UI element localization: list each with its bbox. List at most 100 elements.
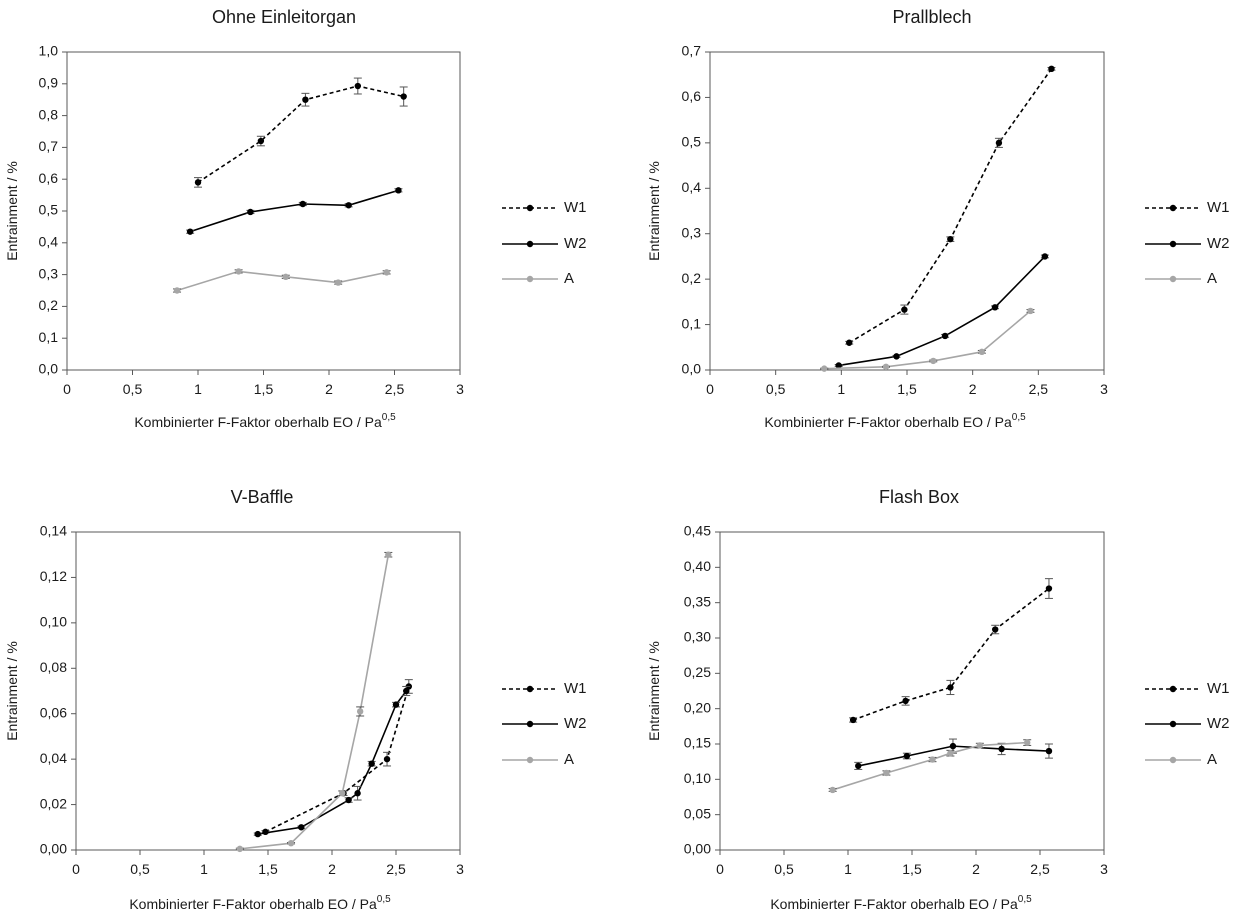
data-point [1045,747,1053,755]
legend-marker [526,204,534,212]
data-point [821,365,828,372]
x-tick-label: 2 [328,861,336,877]
x-tick-label: 3 [1100,381,1108,397]
series-line [848,68,1053,344]
x-axis-label: Kombinierter F-Faktor oberhalb EO / Pa0,… [770,894,1032,912]
y-tick-label: 0,25 [684,664,711,680]
legend-label: W2 [1207,715,1230,732]
data-point [383,269,390,276]
x-tick-label: 1,5 [902,861,922,877]
data-point [893,353,900,360]
y-tick-label: 0,15 [684,735,711,751]
y-tick-label: 0,1 [39,329,59,345]
y-tick-label: 0,0 [682,361,702,377]
data-point [356,708,364,715]
chart-panel-4: Flash Box 0 0,5 1 1,5 2 2,5 3 0,00 0,05 0,10 0,15 0,… [646,487,1230,912]
series-line [189,189,399,233]
series-a [828,739,1032,794]
y-tick-label: 0,40 [684,558,711,574]
legend-marker [526,756,534,764]
data-point [235,268,242,275]
data-point [247,208,254,216]
legend-marker [526,720,534,728]
series-a [235,551,393,853]
series-line [197,85,404,184]
legend-marker [526,240,534,248]
legend-marker [526,685,534,693]
data-point [299,200,306,208]
y-tick-label: 0,7 [39,138,59,154]
x-tick-label: 2 [972,861,980,877]
plot-frame [66,51,461,371]
legend-label: W1 [1207,199,1230,216]
data-point [368,760,375,767]
y-tick-label: 0,6 [39,170,59,186]
legend-entry-a: A [1145,751,1217,768]
y-tick-label: 0,8 [39,106,59,122]
y-tick-label: 0,10 [40,614,67,630]
chart-title: V-Baffle [231,487,294,507]
legend-entry-w1: W1 [1145,680,1230,697]
y-tick-label: 0,30 [684,629,711,645]
data-point [282,273,289,281]
legend-label: A [564,751,574,768]
data-point [254,830,261,838]
data-point [194,179,202,186]
chart-title: Ohne Einleitorgan [212,7,356,27]
legend-entry-w2: W2 [502,235,587,252]
data-point [901,306,908,313]
data-point [1045,585,1053,592]
legend-label: W1 [1207,680,1230,697]
x-tick-label: 0,5 [766,381,786,397]
data-point [949,742,957,750]
data-point [991,304,999,311]
legend-marker [1169,240,1177,248]
y-tick-label: 0,6 [682,88,702,104]
y-tick-label: 0,5 [39,202,59,218]
legend-marker [1169,756,1177,764]
y-tick-label: 0,7 [682,43,702,59]
legend-entry-w2: W2 [1145,235,1230,252]
legend-marker [1169,720,1177,728]
data-point [829,786,836,794]
legend-marker [1169,685,1177,693]
y-tick-label: 1,0 [39,43,59,59]
legend-label: A [1207,751,1217,768]
data-point [947,749,954,757]
data-point [298,824,305,831]
chart-panel-3: V-Baffle 0 0,5 1 1,5 2 2,5 3 0,00 0,02 0,04 0,06 0,0… [4,487,587,912]
series-a [173,268,391,294]
legend-label: W2 [564,235,587,252]
data-point [1041,253,1049,260]
data-point [385,551,392,558]
series-w2 [186,187,403,235]
series-line [239,554,390,850]
data-point [855,762,862,770]
data-point [339,790,346,797]
series-w1 [849,578,1053,724]
x-tick-label: 3 [456,381,464,397]
legend-entry-a: A [502,751,574,768]
data-point [186,228,194,235]
y-tick-label: 0,00 [684,841,711,857]
chart-panel-1: Ohne Einleitorgan 0 0,5 1 1,5 2 2,5 3 0,0 0,1 0,2 0… [4,7,587,430]
x-axis-label: Kombinierter F-Faktor oberhalb EO / Pa0,… [134,412,396,430]
axis-ticks [62,51,461,375]
data-point [1027,307,1034,315]
data-point [236,845,244,853]
x-tick-label: 0,5 [130,861,150,877]
x-tick-label: 3 [456,861,464,877]
y-axis-label: Entrainment / % [646,641,662,741]
series-w2 [854,738,1053,770]
y-tick-label: 0,35 [684,593,711,609]
series-line [176,270,387,292]
data-point [1048,65,1055,73]
legend-entry-w2: W2 [1145,715,1230,732]
y-tick-label: 0,4 [682,179,702,195]
x-axis-label: Kombinierter F-Faktor oberhalb EO / Pa0,… [764,412,1026,430]
x-tick-label: 2,5 [1030,861,1050,877]
data-point [849,716,857,724]
legend-marker [1169,204,1177,212]
data-point [354,790,361,797]
x-tick-label: 2,5 [386,861,406,877]
